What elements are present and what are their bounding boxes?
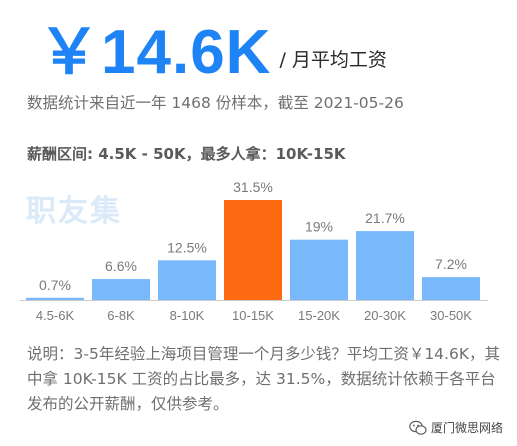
bar-30-50K	[422, 277, 480, 300]
category-label: 30-50K	[430, 308, 472, 323]
source-badge: 厦门微思网络	[409, 419, 503, 436]
chart-description: 说明：3-5年经验上海项目管理一个月多少钱？平均工资￥14.6K，其中拿 10K…	[27, 345, 500, 413]
category-label: 15-20K	[298, 308, 340, 323]
bar-value-label: 12.5%	[167, 239, 207, 255]
bar-value-label: 21.7%	[365, 210, 405, 226]
watermark-logo: 职友集	[26, 194, 122, 229]
salary-range-summary: 薪酬区间: 4.5K - 50K，最多人拿：10K-15K	[27, 145, 346, 163]
bar-value-label: 19%	[305, 219, 333, 235]
bar-6-8K	[92, 279, 150, 300]
bar-value-label: 0.7%	[39, 277, 71, 293]
bar-10-15K	[224, 200, 282, 300]
category-label: 8-10K	[170, 308, 205, 323]
bar-8-10K	[158, 260, 216, 300]
bar-value-label: 31.5%	[233, 179, 273, 195]
sample-note: 数据统计来自近一年 1468 份样本，截至 2021-05-26	[27, 94, 404, 112]
category-label: 10-15K	[232, 308, 274, 323]
salary-unit-label: / 月平均工资	[279, 49, 387, 71]
category-label: 20-30K	[364, 308, 406, 323]
wechat-icon	[409, 420, 427, 435]
category-label: 6-8K	[107, 308, 135, 323]
bar-4.5-6K	[26, 297, 84, 300]
salary-distribution-chart: 0.7% 4.5-6K 6.6% 6-8K 12.5% 8-10K 31.5% 10-15K 1…	[20, 179, 488, 323]
bar-value-label: 6.6%	[105, 258, 137, 274]
salary-header: ￥14.6K / 月平均工资	[38, 4, 387, 84]
bar-value-label: 7.2%	[435, 256, 467, 272]
bar-15-20K	[290, 239, 348, 300]
source-label: 厦门微思网络	[430, 421, 503, 435]
category-label: 4.5-6K	[36, 308, 75, 323]
average-salary-value: ￥14.6K	[38, 18, 272, 87]
bar-20-30K	[356, 231, 414, 300]
